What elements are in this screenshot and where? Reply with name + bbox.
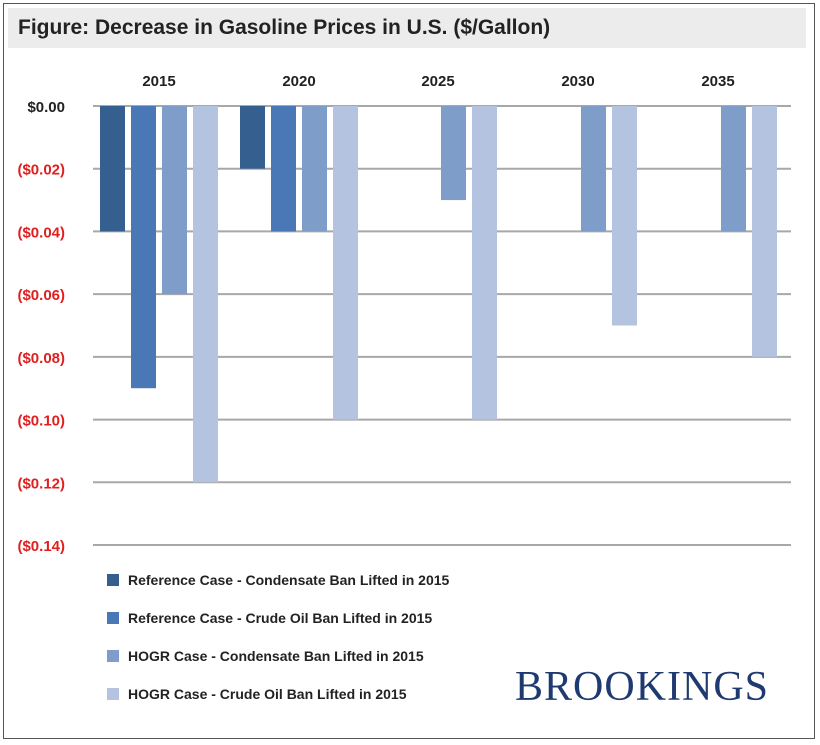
legend-swatch <box>107 612 119 624</box>
brookings-logo: BROOKINGS <box>515 664 770 710</box>
bar <box>581 106 606 232</box>
y-axis-tick-labels: $0.00 ($0.02) ($0.04) ($0.06) ($0.08) ($0.10)… <box>17 99 65 555</box>
bar <box>302 106 327 232</box>
bar <box>162 106 187 295</box>
bar <box>240 106 265 169</box>
figure-title-bar: Figure: Decrease in Gasoline Prices in U… <box>8 8 806 48</box>
legend-swatch <box>107 574 119 586</box>
category-label: 2035 <box>701 73 734 90</box>
y-tick-label: ($0.14) <box>17 538 65 555</box>
legend-swatch <box>107 688 119 700</box>
bars <box>100 106 777 483</box>
category-label: 2015 <box>142 73 175 90</box>
bar <box>193 106 218 483</box>
y-tick-label: ($0.12) <box>17 475 65 492</box>
legend-swatch <box>107 650 119 662</box>
bar <box>100 106 125 232</box>
bar <box>752 106 777 357</box>
bar <box>721 106 746 232</box>
figure-title: Figure: Decrease in Gasoline Prices in U… <box>18 16 551 39</box>
y-tick-label: ($0.06) <box>17 287 65 304</box>
category-labels: 2015 2020 2025 2030 2035 <box>142 73 734 90</box>
bar <box>472 106 497 420</box>
bar <box>612 106 637 326</box>
bar <box>271 106 296 232</box>
y-tick-label: ($0.10) <box>17 413 65 430</box>
y-tick-label: ($0.08) <box>17 350 65 367</box>
bar <box>131 106 156 389</box>
y-tick-label: ($0.04) <box>17 224 65 241</box>
category-label: 2020 <box>282 73 315 90</box>
legend-label: HOGR Case - Condensate Ban Lifted in 201… <box>128 648 424 664</box>
y-tick-label: $0.00 <box>27 99 65 116</box>
legend-label: Reference Case - Condensate Ban Lifted i… <box>128 572 450 588</box>
legend: Reference Case - Condensate Ban Lifted i… <box>107 572 450 702</box>
legend-label: Reference Case - Crude Oil Ban Lifted in… <box>128 610 432 626</box>
y-tick-label: ($0.02) <box>17 162 65 179</box>
category-label: 2025 <box>421 73 454 90</box>
legend-label: HOGR Case - Crude Oil Ban Lifted in 2015 <box>128 686 407 702</box>
category-label: 2030 <box>561 73 594 90</box>
bar <box>333 106 358 420</box>
bar <box>441 106 466 201</box>
